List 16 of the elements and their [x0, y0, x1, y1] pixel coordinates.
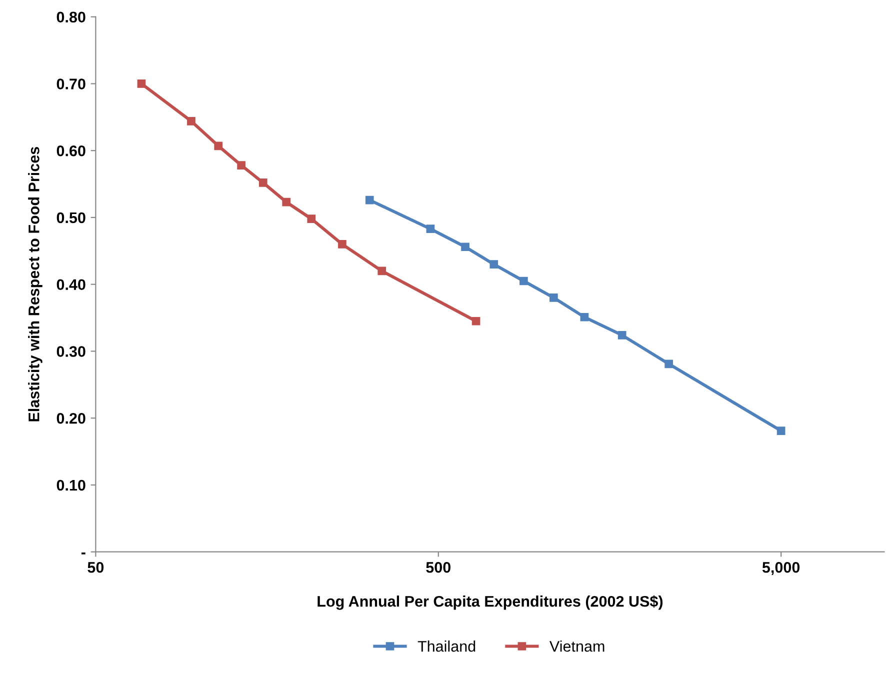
- y-tick-label: 0.60: [56, 145, 86, 156]
- legend-label: Thailand: [418, 640, 476, 652]
- y-tick-label: 0.10: [56, 480, 86, 491]
- y-tick-label: 0.30: [56, 346, 86, 357]
- y-axis-title: Elasticity with Respect to Food Prices: [28, 147, 42, 422]
- x-axis-title: Log Annual Per Capita Expenditures (2002 US$): [318, 595, 663, 610]
- y-tick-label: 0.50: [56, 212, 86, 224]
- x-tick-label: 50: [88, 562, 104, 573]
- y-tick-label: 0.80: [56, 12, 86, 23]
- y-tick-label: 0.70: [56, 78, 86, 90]
- legend-label: Vietnam: [549, 640, 604, 652]
- y-tick-label: 0.40: [56, 279, 86, 290]
- y-tick-label: -: [81, 552, 86, 554]
- y-tick-label: 0.20: [56, 412, 86, 424]
- x-tick-label: 5,000: [762, 562, 800, 576]
- x-tick-label: 500: [426, 562, 450, 573]
